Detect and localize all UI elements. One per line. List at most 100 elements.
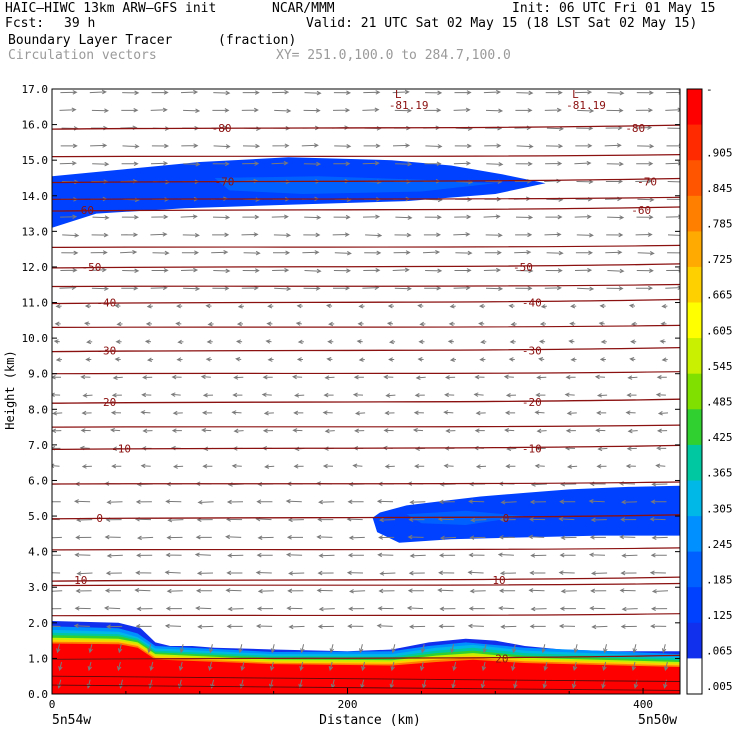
vector-arrow xyxy=(417,357,424,362)
vector-arrow xyxy=(509,339,516,345)
vector-arrow xyxy=(635,107,654,113)
temperature-contour xyxy=(52,576,680,582)
vector-arrow xyxy=(140,410,151,415)
vector-arrow xyxy=(352,463,363,469)
vector-arrow xyxy=(106,553,123,558)
vector-arrow xyxy=(515,108,533,113)
vector-arrow xyxy=(444,392,455,398)
vector-arrow xyxy=(415,375,426,380)
vector-arrow xyxy=(242,268,260,273)
vector-arrow xyxy=(316,588,333,593)
contour-label: -10 xyxy=(111,442,131,455)
contour-label: -40 xyxy=(522,297,542,310)
vector-arrow xyxy=(378,535,395,540)
vector-arrow xyxy=(665,107,680,113)
vector-arrow xyxy=(637,143,655,149)
vector-arrow xyxy=(516,144,534,149)
y-tick-label: 8.0 xyxy=(28,403,48,416)
vector-arrow xyxy=(303,108,321,113)
vector-arrow xyxy=(362,161,380,166)
vector-arrow xyxy=(534,410,545,415)
vector-arrow xyxy=(122,90,140,96)
vector-arrow xyxy=(212,286,230,291)
vector-arrow xyxy=(564,392,575,397)
vector-arrow xyxy=(512,644,517,654)
vector-arrow xyxy=(534,463,545,469)
vector-arrow xyxy=(84,321,91,326)
level-line xyxy=(52,154,680,158)
colorbar-label: .725 xyxy=(706,253,733,266)
vector-arrow xyxy=(324,428,335,434)
vector-arrow xyxy=(544,285,562,291)
y-tick-label: 3.0 xyxy=(28,581,48,594)
vector-arrow xyxy=(293,464,304,469)
vector-arrow xyxy=(231,410,242,415)
vector-arrow xyxy=(170,392,181,397)
vector-arrow xyxy=(514,250,532,255)
colorbar-swatch xyxy=(687,622,702,659)
vector-arrow xyxy=(265,339,272,344)
vector-arrow xyxy=(559,606,576,611)
vector-arrow xyxy=(122,144,140,149)
vector-arrow xyxy=(594,374,606,380)
colorbar: - .905 .845 .785 .725 .665 .605 .545 .485 .425 .36… xyxy=(686,83,733,695)
temperature-contour xyxy=(52,206,680,212)
vector-arrow xyxy=(482,644,487,654)
vector-arrow xyxy=(504,428,515,433)
vector-arrow xyxy=(205,303,212,309)
vector-arrow xyxy=(423,232,442,237)
vector-arrow xyxy=(60,214,78,220)
vector-arrow xyxy=(286,535,304,540)
vector-arrow xyxy=(91,286,110,291)
vector-arrow xyxy=(467,570,484,575)
vector-arrow xyxy=(195,605,212,611)
valid-time: Valid: 21 UTC Sat 02 May 15 (18 LST Sat … xyxy=(306,16,698,31)
vector-arrow xyxy=(497,552,514,557)
vector-arrow xyxy=(628,303,636,309)
vector-arrow xyxy=(666,197,680,202)
y-tick-label: 2.0 xyxy=(28,617,48,630)
vector-arrow xyxy=(287,588,304,594)
vector-arrow xyxy=(151,90,169,95)
vector-arrow xyxy=(566,410,577,416)
vector-arrow xyxy=(209,644,214,654)
vector-arrow xyxy=(516,90,534,96)
vector-arrow xyxy=(52,501,61,503)
vector-arrow xyxy=(528,588,545,593)
vector-arrow xyxy=(627,428,638,434)
vector-arrow xyxy=(285,552,303,558)
vector-arrow xyxy=(484,143,502,148)
colorbar-swatch xyxy=(687,409,702,446)
vector-arrow xyxy=(417,303,424,309)
vector-arrow xyxy=(665,285,680,291)
vector-arrow xyxy=(385,393,396,398)
vector-arrow xyxy=(425,268,443,274)
vector-arrow xyxy=(150,107,168,113)
vector-arrow xyxy=(535,392,546,398)
colorbar-label: .365 xyxy=(706,467,733,480)
vector-arrow xyxy=(82,393,93,398)
vector-arrow xyxy=(606,286,624,291)
vector-arrow xyxy=(348,535,365,541)
colorbar-label: .305 xyxy=(706,502,733,515)
vector-arrow xyxy=(225,588,242,593)
vector-arrow xyxy=(112,375,123,380)
vector-arrow xyxy=(656,446,667,451)
vector-arrow xyxy=(53,339,60,344)
vector-arrow xyxy=(197,500,214,505)
vector-arrow xyxy=(200,374,211,380)
contour-label: -10 xyxy=(522,442,542,455)
vector-arrow xyxy=(597,446,608,452)
vector-arrow xyxy=(559,552,576,558)
vector-arrow xyxy=(164,623,182,629)
vector-arrow xyxy=(620,517,637,522)
temperature-contour xyxy=(52,444,680,451)
vector-arrow xyxy=(604,143,622,148)
vector-arrow xyxy=(483,214,501,219)
vector-arrow xyxy=(288,571,305,576)
vector-arrow xyxy=(590,517,607,523)
vector-arrow xyxy=(55,303,62,309)
vector-arrow xyxy=(621,553,638,558)
vector-arrow xyxy=(376,623,393,629)
vector-arrow xyxy=(619,588,636,593)
